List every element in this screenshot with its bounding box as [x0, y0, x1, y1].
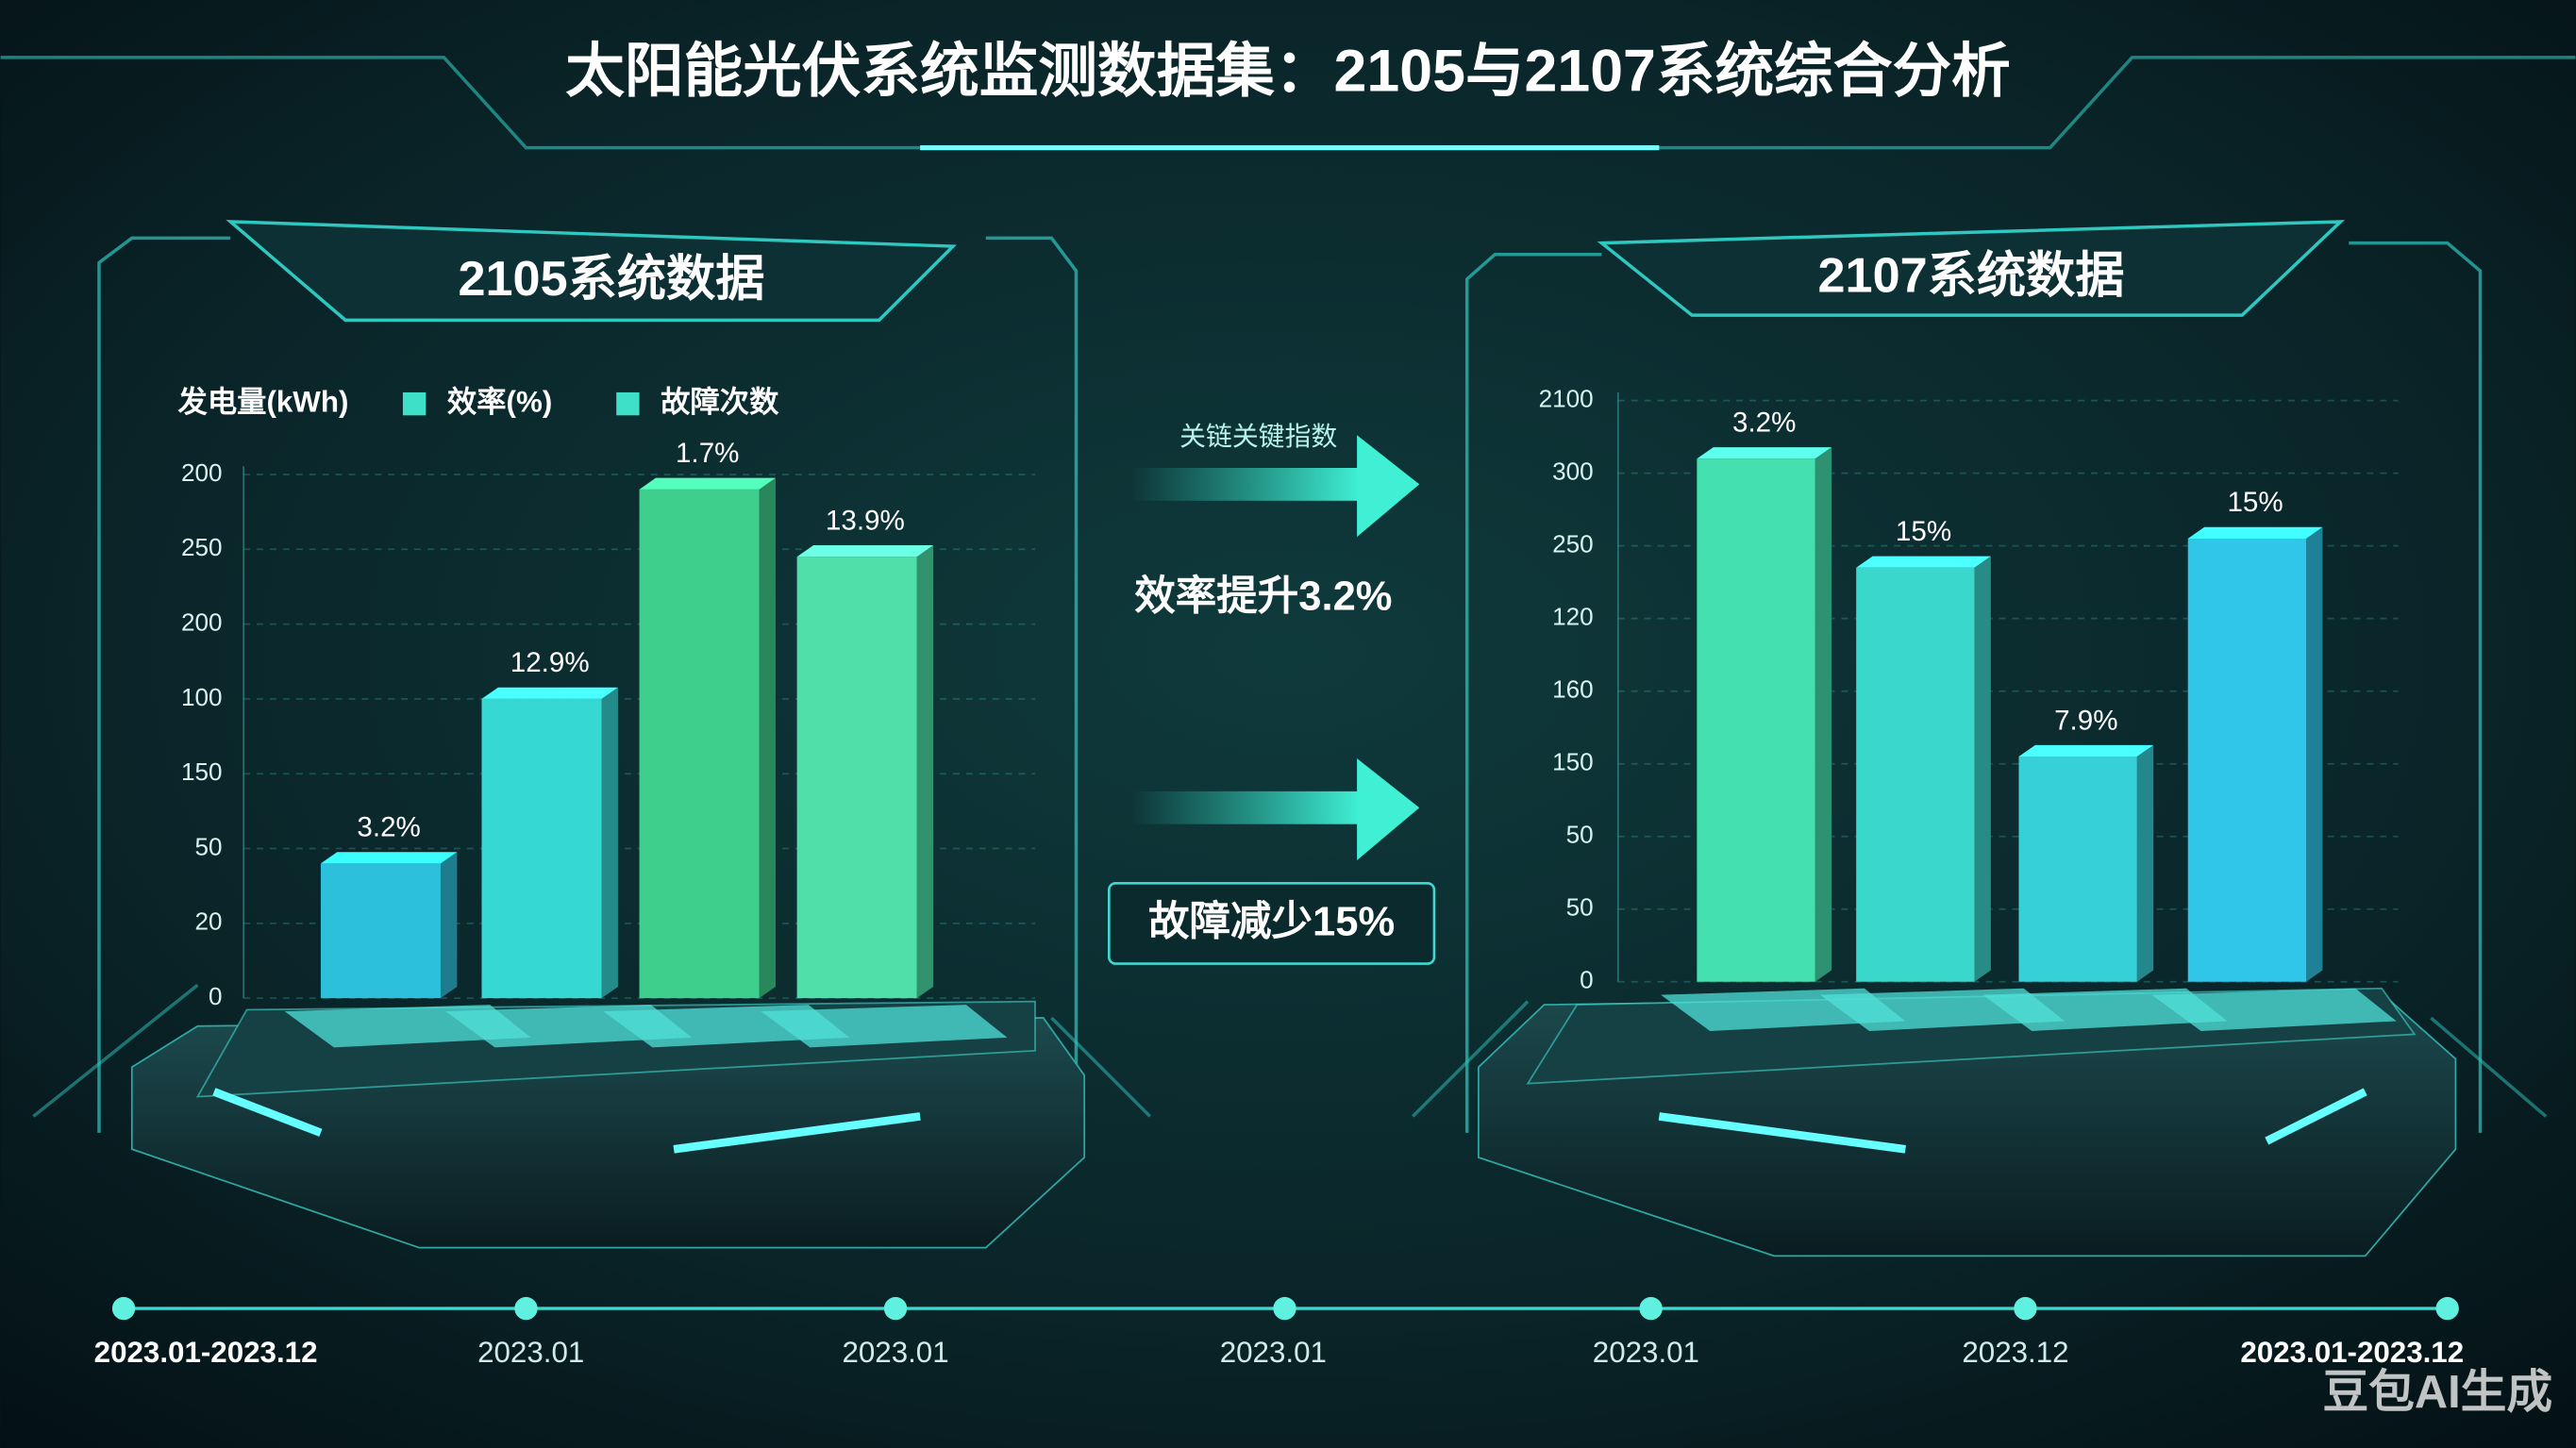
arrow-body	[1129, 791, 1361, 824]
bar-base	[2151, 988, 2397, 1031]
y-tick-label: 100	[181, 683, 223, 711]
timeline-dot	[514, 1296, 538, 1321]
panel-title: 2105系统数据	[458, 252, 764, 307]
efficiency-text: 效率提升3.2%	[1134, 574, 1392, 620]
left-light	[212, 1088, 323, 1137]
arrow-body	[1129, 468, 1361, 501]
legend-label: 效率(%)	[447, 385, 552, 418]
bar-top	[1697, 447, 1832, 459]
bar-top	[2187, 526, 2323, 539]
bar-label: 15%	[1896, 516, 1951, 547]
panel-title: 2107系统数据	[1818, 249, 2125, 304]
bar-top	[481, 687, 618, 699]
right-header	[1597, 220, 2346, 317]
bar-top	[320, 852, 458, 864]
watermark: 豆包AI生成	[2322, 1367, 2552, 1418]
y-tick-label: 160	[1552, 675, 1594, 704]
bar-label: 3.2%	[1732, 408, 1796, 439]
legend-label: 发电量(kWh)	[178, 385, 349, 418]
center-arrows	[1107, 435, 1436, 965]
y-tick-label: 200	[181, 458, 223, 487]
arrow-head	[1357, 435, 1420, 538]
bar-label: 15%	[2227, 487, 2283, 518]
bar	[1697, 458, 1815, 982]
bar	[2187, 538, 2307, 982]
y-tick-label: 50	[1566, 821, 1594, 849]
bar-side	[2306, 526, 2323, 982]
bar-base	[761, 1005, 1008, 1048]
bar	[2018, 757, 2137, 982]
timeline-label: 2023.01-2023.12	[94, 1336, 318, 1369]
legend-swatch	[616, 391, 640, 416]
y-tick-label: 0	[1580, 966, 1594, 994]
timeline-label: 2023.01-2023.12	[2240, 1336, 2464, 1369]
bar-top	[1856, 556, 1991, 568]
bar-side	[759, 477, 777, 999]
bar-top	[796, 545, 934, 558]
bar-side	[1815, 447, 1832, 982]
corner-lines	[32, 983, 2548, 1118]
legend-label: 故障次数	[661, 384, 779, 418]
main-title: 太阳能光伏系统监测数据集：2105与2107系统综合分析	[565, 39, 2011, 105]
timeline-label: 2023.01	[1593, 1336, 1699, 1369]
y-tick-label: 150	[1552, 748, 1594, 776]
left-panel-frame	[97, 236, 1079, 1133]
y-tick-label: 20	[194, 907, 222, 936]
timeline-label: 2023.12	[1962, 1336, 2068, 1369]
y-tick-label: 200	[181, 607, 223, 636]
y-tick-label: 250	[1552, 530, 1594, 558]
timeline-label: 2023.01	[1220, 1336, 1327, 1369]
legend-swatch	[402, 391, 427, 416]
bar-side	[916, 545, 934, 999]
bar-label: 3.2%	[357, 812, 420, 843]
bar-label: 1.7%	[676, 438, 739, 469]
bar-top	[2018, 744, 2154, 757]
timeline-dot	[111, 1296, 136, 1321]
timeline-label: 2023.01	[842, 1336, 948, 1369]
bar	[320, 863, 441, 999]
bar-label: 7.9%	[2054, 705, 2117, 736]
frames	[0, 56, 2576, 1133]
right-light	[2265, 1088, 2367, 1145]
y-tick-label: 0	[209, 982, 223, 1010]
timeline-dot	[1273, 1296, 1296, 1321]
timeline-dot	[2014, 1296, 2037, 1321]
arrow-head	[1357, 758, 1420, 860]
bar-side	[2136, 744, 2154, 982]
fault-box	[1107, 882, 1436, 965]
timeline-dot	[1639, 1296, 1663, 1321]
y-tick-label: 120	[1552, 603, 1594, 631]
bar-label: 13.9%	[826, 505, 905, 536]
bar-side	[440, 852, 458, 999]
right-light	[1658, 1112, 1906, 1154]
bar	[481, 698, 602, 999]
bar-side	[601, 687, 618, 999]
timeline-label: 2023.01	[477, 1336, 584, 1369]
y-tick-label: 250	[181, 533, 223, 561]
y-tick-label: 50	[194, 832, 222, 860]
left-light	[673, 1112, 921, 1154]
bar	[639, 489, 760, 999]
bar-side	[1974, 556, 1991, 982]
fault-text: 故障减少15%	[1148, 899, 1395, 944]
y-tick-label: 300	[1552, 458, 1594, 486]
bar-label: 12.9%	[510, 647, 590, 678]
y-tick-label: 150	[181, 757, 223, 786]
y-tick-label: 50	[1566, 893, 1594, 922]
bar	[796, 557, 917, 999]
bar	[1856, 567, 1975, 982]
timeline-dot	[2435, 1296, 2459, 1321]
timeline-dot	[883, 1296, 908, 1321]
center-caption: 关链关键指数	[1179, 422, 1337, 451]
right-panel-frame	[1464, 241, 2483, 1133]
y-tick-label: 2100	[1539, 385, 1594, 413]
left-header	[226, 220, 958, 323]
bar-top	[639, 477, 777, 490]
